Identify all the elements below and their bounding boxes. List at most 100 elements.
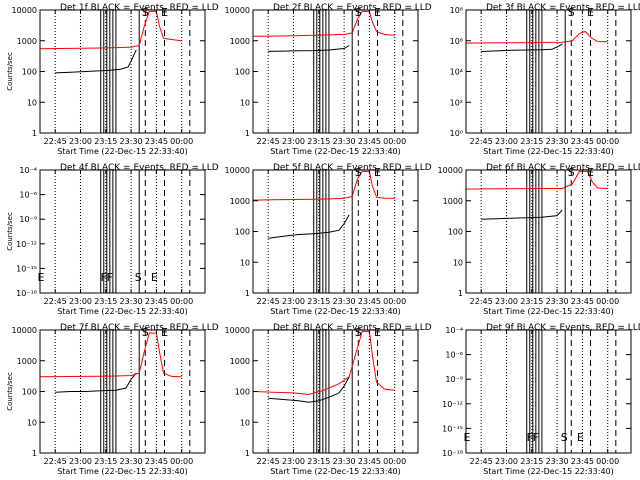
y-tick-label: 1000 <box>443 197 463 206</box>
flag-letter-f: F <box>107 271 113 284</box>
x-tick-label: 23:45 <box>571 297 594 306</box>
y-tick-label: 100 <box>235 228 250 237</box>
x-tick-label: 23:00 <box>282 297 305 306</box>
y-tick-label: 10⁻⁶ <box>445 351 463 360</box>
y-tick-label: 10000 <box>225 6 250 15</box>
flag-letter-s: S <box>355 326 362 339</box>
flag-letter-f: F <box>533 431 539 444</box>
panel-title: Det 2f BLACK = Events, RED = LLD <box>273 3 432 13</box>
x-tick-label: 23:15 <box>94 137 117 146</box>
panel-title: Det 1f BLACK = Events, RED = LLD <box>60 3 219 13</box>
y-tick-label: 10⁻⁹ <box>19 215 37 224</box>
plot-frame <box>465 9 632 134</box>
y-tick-label: 10000 <box>12 6 37 15</box>
flag-letter-e: E <box>374 6 381 19</box>
x-tick-label: 23:15 <box>520 297 543 306</box>
y-tick-label: 1 <box>245 129 250 138</box>
y-tick-label: 10⁻⁹ <box>445 375 463 384</box>
y-tick-label: 10² <box>450 98 463 107</box>
y-tick-label: 1000 <box>230 197 250 206</box>
flag-letter-s: S <box>355 6 362 19</box>
x-tick-label: 00:00 <box>170 297 193 306</box>
x-axis-label: Start Time (22-Dec-15 22:33:40) <box>483 467 614 476</box>
y-tick-label: 10 <box>27 418 37 427</box>
x-tick-label: 23:45 <box>571 137 594 146</box>
x-tick-label: 23:45 <box>358 137 381 146</box>
x-tick-label: 23:15 <box>307 457 330 466</box>
flag-letter-f: F <box>101 271 107 284</box>
flag-letter-e: E <box>464 431 471 444</box>
y-tick-label: 1 <box>245 449 250 458</box>
y-tick-label: 10⁻⁴ <box>445 326 463 335</box>
y-tick-label: 10000 <box>12 326 37 335</box>
y-tick-label: 10 <box>240 258 250 267</box>
x-tick-label: 00:00 <box>383 457 406 466</box>
x-tick-label: 22:45 <box>470 297 493 306</box>
y-tick-label: 10000 <box>225 326 250 335</box>
y-tick-label: 1 <box>32 129 37 138</box>
x-tick-label: 23:30 <box>333 137 356 146</box>
x-tick-label: 23:15 <box>94 297 117 306</box>
y-tick-label: 1000 <box>230 357 250 366</box>
x-tick-label: 23:00 <box>69 137 92 146</box>
y-tick-label: 10 <box>240 98 250 107</box>
plot-frame <box>39 9 206 134</box>
y-tick-label: 100 <box>235 388 250 397</box>
events-series-line <box>55 372 137 393</box>
x-tick-label: 23:15 <box>307 137 330 146</box>
flag-letter-e: E <box>151 271 158 284</box>
x-tick-label: 23:30 <box>333 457 356 466</box>
flag-letter-e: E <box>161 326 168 339</box>
x-tick-label: 23:30 <box>546 137 569 146</box>
y-tick-label: 1000 <box>17 357 37 366</box>
lld-series-line <box>39 332 182 378</box>
panel-title: Det 7f BLACK = Events, RED = LLD <box>60 323 219 333</box>
lld-series-line <box>465 170 608 190</box>
flag-letter-s: S <box>561 431 568 444</box>
y-tick-label: 10 <box>27 98 37 107</box>
y-tick-label: 1 <box>458 289 463 298</box>
y-tick-label: 10⁻⁴ <box>19 166 37 175</box>
x-tick-label: 23:00 <box>69 457 92 466</box>
events-series-line <box>55 49 137 74</box>
y-tick-label: 10000 <box>438 166 463 175</box>
plot-frame <box>252 9 419 134</box>
y-axis-label: Counts/sec <box>6 372 14 411</box>
y-tick-label: 10⁶ <box>450 37 463 46</box>
y-tick-label: 10⁴ <box>450 68 463 77</box>
x-tick-label: 23:30 <box>333 297 356 306</box>
y-tick-label: 10000 <box>225 166 250 175</box>
flag-letter-s: S <box>568 166 575 179</box>
x-axis-label: Start Time (22-Dec-15 22:33:40) <box>483 307 614 316</box>
flag-letter-s: S <box>142 326 149 339</box>
x-tick-label: 23:15 <box>94 457 117 466</box>
y-tick-label: 10⁸ <box>450 6 463 15</box>
y-tick-label: 1 <box>32 449 37 458</box>
events-series-line <box>268 214 350 239</box>
flag-letter-e: E <box>587 166 594 179</box>
x-tick-label: 23:15 <box>520 457 543 466</box>
y-axis-label: Counts/sec <box>6 212 14 251</box>
events-series-line <box>268 45 350 52</box>
x-tick-label: 23:30 <box>120 457 143 466</box>
x-tick-label: 23:30 <box>546 457 569 466</box>
y-tick-label: 100 <box>448 228 463 237</box>
x-axis-label: Start Time (22-Dec-15 22:33:40) <box>270 307 401 316</box>
panel-title: Det 3f BLACK = Events, RED = LLD <box>486 3 640 13</box>
x-axis-label: Start Time (22-Dec-15 22:33:40) <box>57 467 188 476</box>
y-tick-label: 100 <box>235 68 250 77</box>
y-tick-label: 10 <box>453 258 463 267</box>
x-tick-label: 00:00 <box>170 457 193 466</box>
x-tick-label: 23:30 <box>120 137 143 146</box>
y-tick-label: 10⁻¹² <box>16 240 37 249</box>
x-tick-label: 23:45 <box>145 457 168 466</box>
lld-series-line <box>465 30 608 44</box>
y-tick-label: 10⁻¹⁵ <box>16 264 37 273</box>
x-tick-label: 23:00 <box>495 457 518 466</box>
